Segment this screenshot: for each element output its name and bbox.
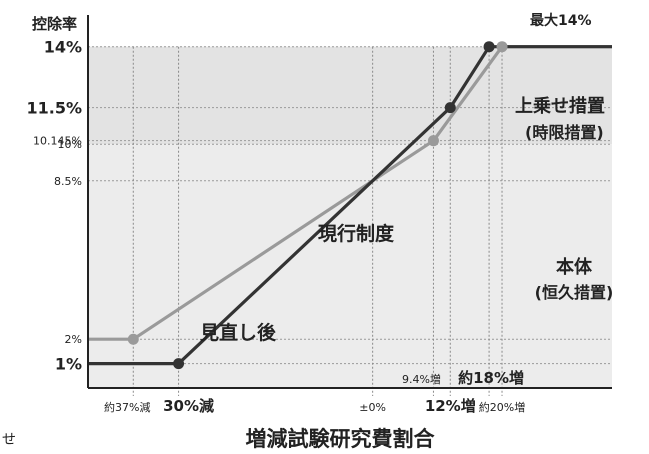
x-tick-label: ±0% [359,401,386,414]
inner-x-label: 9.4%増 [402,373,441,386]
data-point-marker [173,358,185,370]
data-point-marker [127,333,139,345]
x-tick-label: 30%減 [163,397,214,415]
x-axis-title: 増減試験研究費割合 [246,427,436,451]
annotation-lower-band-sub: (恒久措置) [535,283,614,302]
data-point-marker [483,41,495,53]
y-tick-label: 1% [55,355,82,374]
data-point-marker [427,135,439,147]
corner-text: せ [2,432,16,448]
y-axis-title: 控除率 [32,15,77,33]
series-line-revised [88,45,612,366]
y-tick-label: 8.5% [54,175,82,188]
annotation-upper-band-sub: (時限措置) [525,123,604,142]
annotation-upper-band-title: 上乗せ措置 [515,95,605,117]
data-point-marker [496,41,508,53]
x-tick-label: 12%増 [425,397,476,415]
upper-band [88,46,612,145]
annotation-max-14: 最大14% [530,12,592,29]
x-tick-label: 約20%増 [479,400,525,414]
data-point-marker [444,102,456,114]
background-bands [88,46,612,388]
y-tick-label: 2% [65,333,82,346]
y-tick-label: 11.5% [26,99,82,118]
lower-band [88,144,612,388]
series-label-revised: 見直し後 [200,321,277,344]
annotation-lower-band-title: 本体 [556,256,593,278]
inner-x-label: 約18%増 [458,369,524,387]
x-tick-label: 約37%減 [104,400,150,414]
tick-labels: 14% 11.5% 10.145%10% 8.5% 2% 1% 約37%減 30%減 ±0% 12… [26,38,525,415]
axes [87,15,612,389]
series-lines [88,45,612,366]
y-tick-label: 10% [58,138,82,151]
data-markers [127,41,508,370]
series-label-current: 現行制度 [318,222,395,245]
y-tick-label: 10.145% [33,135,82,148]
y-tick-label: 14% [44,38,82,57]
